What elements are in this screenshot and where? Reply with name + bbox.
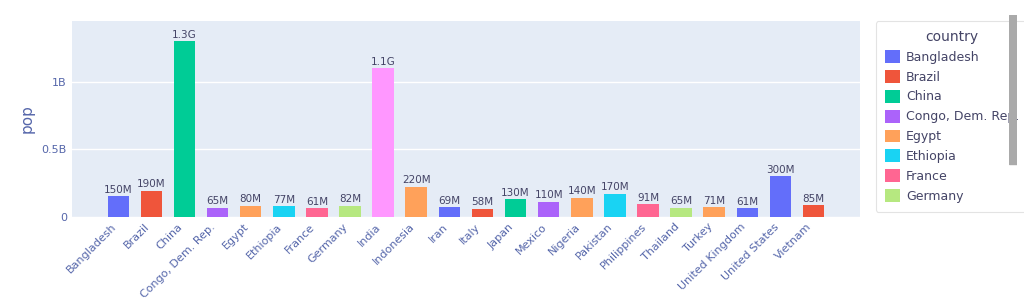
Text: 85M: 85M — [803, 194, 824, 204]
Y-axis label: pop: pop — [19, 104, 35, 133]
Bar — [108, 197, 129, 217]
Text: 130M: 130M — [502, 188, 529, 197]
Bar — [339, 206, 360, 217]
Text: 80M: 80M — [240, 194, 262, 204]
Bar — [770, 176, 792, 217]
Text: 77M: 77M — [272, 195, 295, 205]
Text: 110M: 110M — [535, 190, 563, 200]
Bar — [273, 206, 295, 217]
Bar — [306, 209, 328, 217]
Legend: Bangladesh, Brazil, China, Congo, Dem. Rep., Egypt, Ethiopia, France, Germany: Bangladesh, Brazil, China, Congo, Dem. R… — [876, 21, 1024, 212]
Text: 220M: 220M — [402, 175, 430, 185]
Text: 69M: 69M — [438, 196, 461, 206]
Bar — [736, 209, 758, 217]
Text: 190M: 190M — [137, 179, 166, 189]
Bar — [1009, 15, 1017, 164]
Bar — [803, 205, 824, 217]
Text: 61M: 61M — [736, 197, 759, 207]
Text: 65M: 65M — [207, 196, 228, 206]
Text: 82M: 82M — [339, 194, 361, 204]
Bar — [671, 208, 692, 217]
Text: 91M: 91M — [637, 193, 659, 203]
Bar — [637, 204, 658, 217]
Bar — [571, 198, 593, 217]
Bar — [472, 209, 494, 217]
Bar — [604, 194, 626, 217]
Bar — [438, 207, 460, 217]
Bar — [140, 191, 162, 217]
Text: 65M: 65M — [670, 196, 692, 206]
Bar — [207, 208, 228, 217]
Text: 1.3G: 1.3G — [172, 30, 197, 40]
Text: 58M: 58M — [471, 197, 494, 207]
Bar — [538, 202, 559, 217]
Bar — [703, 207, 725, 217]
Bar — [174, 41, 196, 217]
Text: 61M: 61M — [306, 197, 328, 207]
Bar — [240, 206, 261, 217]
Text: 150M: 150M — [104, 185, 132, 195]
Text: 1.1G: 1.1G — [371, 57, 395, 67]
Bar — [406, 187, 427, 217]
Text: 140M: 140M — [567, 186, 596, 196]
Bar — [373, 68, 394, 217]
Text: 300M: 300M — [766, 165, 795, 175]
Text: 170M: 170M — [601, 182, 629, 192]
Bar — [505, 199, 526, 217]
Text: 71M: 71M — [703, 196, 725, 206]
